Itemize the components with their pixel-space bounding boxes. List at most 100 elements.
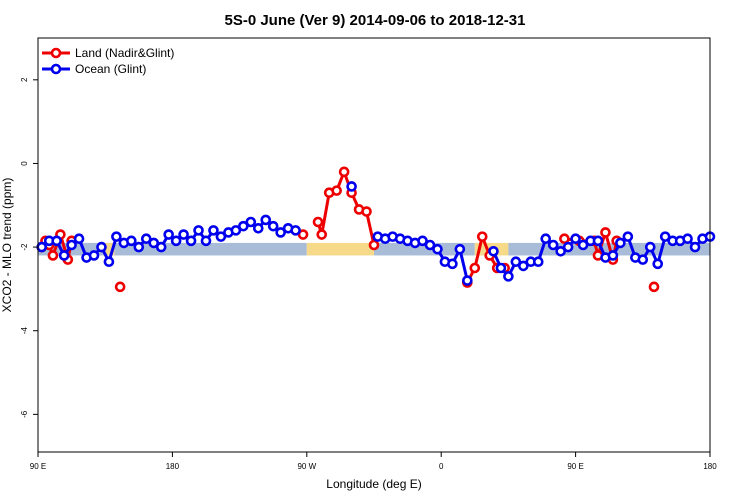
data-point [562,241,574,253]
y-tick-label: 0 [20,161,29,166]
data-point [230,225,242,236]
y-tick-label: -4 [20,327,29,335]
data-point [540,233,552,245]
data-point [495,262,507,274]
data-point [570,233,581,245]
x-tick-label: 180 [703,462,717,471]
data-point [245,216,257,228]
x-axis: 90 E 180 90 W 0 90 E 180 [30,452,717,471]
data-point [577,239,589,251]
data-point [252,222,264,234]
data-point [316,229,328,240]
data-point [36,241,48,253]
x-axis-label: Longitude (deg E) [326,477,421,491]
data-point [488,245,499,257]
data-point [58,250,70,261]
legend-marker [50,63,62,75]
data-point [682,233,693,245]
legend-label: Ocean (Glint) [75,62,146,76]
data-point [592,235,604,247]
data-point [615,237,626,249]
data-point [163,229,174,240]
data-point [346,181,357,192]
data-point [238,220,249,232]
data-point [622,231,634,242]
data-point [126,235,137,247]
data-point [648,281,660,293]
data-point [689,241,701,253]
data-point [267,220,279,232]
data-point [476,231,488,242]
x-tick-label: 90 E [30,462,46,471]
y-tick-label: -6 [20,410,29,418]
data-point [47,250,59,261]
data-point [73,233,85,245]
data-point [547,239,559,251]
legend-label: Land (Nadir&Glint) [75,46,174,60]
x-tick-label: 0 [439,462,444,471]
data-point [88,250,100,261]
data-point [96,241,107,253]
data-point [275,227,286,238]
chart-title: 5S-0 June (Ver 9) 2014-09-06 to 2018-12-… [224,12,525,29]
legend-marker [50,47,62,59]
data-point [338,166,350,178]
data-point [432,243,443,255]
band-segment [306,242,374,256]
data-point [51,235,62,247]
data-point [361,206,372,217]
data-point [503,271,514,282]
data-point [148,237,160,249]
data-point [103,256,115,268]
data-point [208,225,219,236]
x-tick-label: 180 [166,462,180,471]
data-point [424,239,436,251]
data-point [200,235,212,247]
data-point [659,231,671,242]
x-tick-label: 90 W [297,462,316,471]
data-point [644,241,656,253]
data-point [368,239,380,251]
data-point [607,250,619,261]
data-point [555,245,566,257]
data-point [111,231,122,242]
data-point [114,281,126,293]
y-tick-label: 2 [20,77,29,82]
data-point [312,216,324,228]
data-point [215,231,227,242]
y-axis: 2 0 -2 -4 -6 [20,77,38,418]
plot-frame [37,37,711,453]
data-point [518,260,529,272]
data-point [600,227,611,238]
data-point [559,233,570,245]
data-point [454,243,466,255]
x-tick-label: 90 E [567,462,583,471]
data-point [297,229,309,240]
data-point [66,239,77,251]
data-point [260,214,272,226]
data-point [170,235,182,247]
data-point [462,275,473,286]
data-point [331,185,342,196]
data-point [417,235,428,247]
data-point [178,229,189,240]
data-point [140,233,152,245]
data-point [510,256,522,268]
data-point [185,235,197,247]
data-point [637,254,649,265]
data-point [469,262,481,274]
data-point [155,241,167,253]
data-point [447,258,458,270]
data-point [133,241,145,253]
series-layer [36,166,716,293]
data-point [532,256,544,268]
y-axis-label: XCO2 - MLO trend (ppm) [0,178,14,313]
band-segment [374,242,442,256]
data-point [652,258,664,270]
band-segment [105,242,115,256]
data-point [290,225,301,236]
legend: Land (Nadir&Glint) Ocean (Glint) [42,46,174,76]
data-point [193,225,204,236]
y-tick-label: -2 [20,243,29,251]
